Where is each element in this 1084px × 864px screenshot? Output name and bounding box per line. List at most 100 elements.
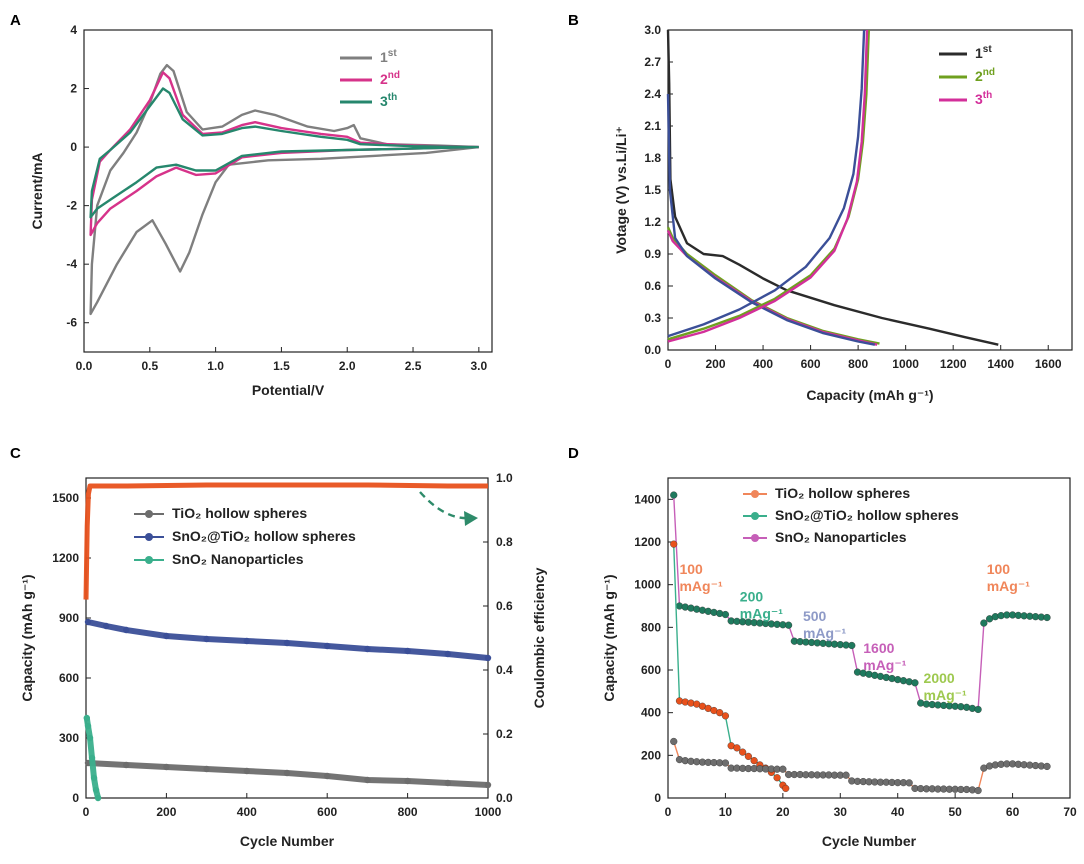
y-tick-label-c: 0	[72, 791, 79, 805]
x-tick-label-a: 1.0	[207, 359, 224, 373]
data-point-d-1	[744, 752, 753, 761]
efficiency-arrow	[419, 491, 471, 520]
y-tick-label-a: -6	[66, 316, 77, 330]
data-point-d-1	[773, 774, 781, 782]
x-tick-label-b: 200	[706, 357, 726, 371]
y-axis-label-d: Capacity (mAh g⁻¹)	[601, 574, 617, 701]
data-point-c-0	[364, 776, 371, 784]
rate-annotation-value: 200	[740, 589, 764, 605]
y-tick-label-d: 0	[654, 791, 661, 805]
data-point-c-1	[243, 637, 250, 645]
rate-annotation-value: 500	[803, 608, 827, 624]
legend-label-main: 2	[380, 71, 388, 87]
y-tick-label-a: 4	[70, 23, 77, 37]
legend-label-d: SnO₂ Nanoparticles	[775, 529, 907, 545]
y-tick-label-a: -2	[66, 199, 77, 213]
data-point-c-1	[324, 642, 331, 650]
y-tick-label-a: 2	[70, 82, 77, 96]
x-tick-label-a: 2.0	[339, 359, 356, 373]
rate-annotation-value: 2000	[924, 670, 955, 686]
legend-marker-c	[145, 533, 153, 541]
legend-label-main: 1	[380, 49, 388, 65]
legend-label-superscript: th	[983, 90, 992, 101]
plot-frame-c	[85, 477, 489, 799]
rate-annotation-unit: mAg⁻¹	[924, 687, 968, 703]
y-tick-label-c: 1500	[52, 491, 79, 505]
series-line-b-5	[667, 29, 869, 343]
rate-annotation-unit: mAg⁻¹	[740, 606, 784, 622]
legend-label-main: SnO₂@TiO₂ hollow spheres	[172, 528, 356, 544]
data-point-d-2	[779, 765, 787, 773]
x-tick-label-d: 10	[719, 805, 733, 819]
series-line-c-1	[87, 619, 489, 661]
x-tick-label-d: 20	[776, 805, 790, 819]
y-tick-label-d: 1000	[634, 578, 661, 592]
data-point-d-0	[974, 705, 982, 714]
data-point-c-1	[444, 650, 451, 658]
series-line-b-6	[667, 29, 866, 338]
y2-axis-label-c: Coulombic efficiency	[531, 567, 547, 708]
panel-d: D 0 10 20 30 40 50 60 70 0 200 400 600 800 1000 1200 14…	[568, 445, 1077, 849]
x-tick-label-b: 1000	[892, 357, 919, 371]
data-point-c-1	[163, 632, 170, 640]
data-point-c-0	[203, 765, 210, 773]
data-point-d-2	[905, 779, 913, 787]
data-point-c-1	[203, 635, 210, 643]
series-line-d-0	[673, 495, 1048, 711]
data-point-d-1	[721, 712, 730, 720]
panel-b: B 0 200 400 600 800 1000 1200 1400 1600 0.0 0.3 0.6…	[568, 12, 1073, 403]
panel-letter-b: B	[568, 12, 579, 29]
data-point-c-2	[90, 774, 98, 782]
legend-label-c: SnO₂@TiO₂ hollow spheres	[172, 528, 356, 544]
legend-label-b: 1st	[975, 44, 992, 61]
legend-label-c: SnO₂ Nanoparticles	[172, 551, 304, 567]
series-line-a-2	[89, 87, 479, 219]
legend-label-c: TiO₂ hollow spheres	[172, 505, 307, 521]
data-point-c-1	[123, 626, 130, 634]
data-point-d-2	[974, 786, 982, 795]
y2-tick-label-c: 0.8	[496, 535, 513, 549]
legend-marker-c	[145, 556, 153, 564]
y-tick-label-c: 1200	[52, 551, 79, 565]
y-tick-label-b: 0.0	[644, 343, 661, 357]
plot-frame-d	[667, 477, 1071, 799]
y-tick-label-b: 0.3	[644, 311, 661, 325]
legend-label-superscript: st	[388, 48, 398, 59]
data-point-d-0	[980, 619, 988, 627]
y-tick-label-a: -4	[66, 257, 77, 271]
data-point-c-2	[92, 786, 100, 794]
y2-tick-label-c: 0.2	[496, 727, 513, 741]
x-tick-label-c: 400	[237, 805, 257, 819]
y-tick-label-c: 900	[59, 611, 79, 625]
x-tick-label-a: 0.0	[76, 359, 93, 373]
data-point-d-0	[670, 491, 678, 499]
rate-annotation-value: 100	[987, 561, 1011, 577]
x-tick-label-a: 0.5	[141, 359, 158, 373]
legend-label-a: 2nd	[380, 70, 400, 87]
x-tick-label-d: 50	[948, 805, 962, 819]
y-tick-label-b: 1.8	[644, 151, 661, 165]
x-tick-label-a: 2.5	[405, 359, 422, 373]
rate-annotation-unit: mAg⁻¹	[803, 625, 847, 641]
legend-marker-d	[751, 512, 759, 520]
x-tick-label-c: 800	[398, 805, 418, 819]
y2-tick-label-c: 0.0	[496, 791, 513, 805]
legend-label-main: 2	[975, 68, 983, 84]
x-axis-label-d: Cycle Number	[822, 833, 917, 849]
legend-label-main: 3	[975, 91, 983, 107]
x-tick-label-c: 1000	[475, 805, 502, 819]
data-point-c-0	[243, 767, 250, 775]
legend-label-d: TiO₂ hollow spheres	[775, 485, 910, 501]
y-tick-label-b: 0.6	[644, 279, 661, 293]
x-axis-label-c: Cycle Number	[240, 833, 335, 849]
data-point-c-0	[163, 763, 170, 771]
data-point-d-0	[911, 679, 919, 687]
x-tick-label-a: 3.0	[470, 359, 487, 373]
data-point-c-1	[404, 647, 411, 655]
efficiency-arrowhead	[464, 511, 478, 526]
data-point-c-1	[102, 622, 110, 630]
y-tick-label-b: 3.0	[644, 23, 661, 37]
rate-annotation-value: 100	[679, 561, 703, 577]
data-point-c-2	[84, 722, 92, 730]
